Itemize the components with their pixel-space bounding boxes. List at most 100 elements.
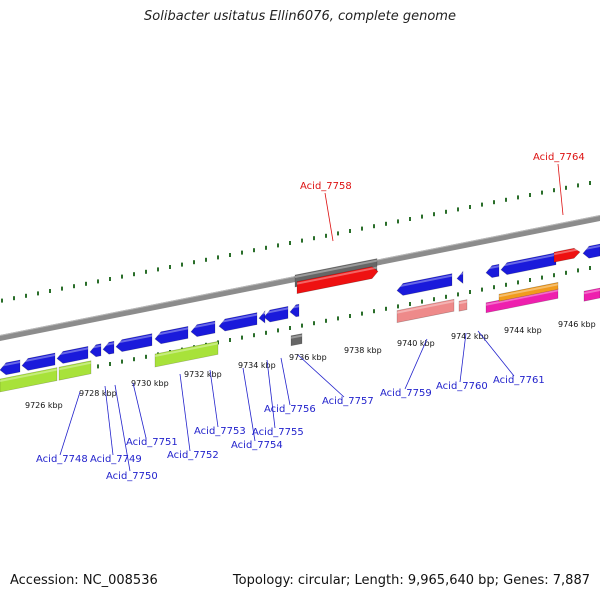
tick-label: 9746 kbp bbox=[558, 320, 596, 329]
gene-leader-line bbox=[59, 391, 81, 456]
cds-arrow-lower bbox=[89, 343, 102, 358]
tick-mark-upper bbox=[529, 193, 531, 197]
feature-block-salmon bbox=[396, 298, 455, 323]
tick-label: 9726 kbp bbox=[25, 401, 63, 410]
genome-summary-label: Topology: circular; Length: 9,965,640 bp… bbox=[232, 573, 590, 588]
tick-mark-lower bbox=[397, 304, 399, 309]
gene-label-lower: Acid_7748 bbox=[36, 454, 88, 465]
gene-leader-line bbox=[266, 359, 276, 429]
tick-mark-upper bbox=[541, 190, 543, 195]
feature-block-magenta-gloss bbox=[584, 289, 600, 295]
cds-arrow-lower bbox=[582, 243, 600, 259]
tick-mark-lower bbox=[241, 335, 243, 340]
tick-mark-upper bbox=[241, 250, 243, 255]
cds-arrow-lower bbox=[396, 273, 453, 296]
tick-mark-upper bbox=[61, 286, 63, 291]
feature-block-orange-gloss bbox=[499, 283, 558, 298]
cds-arrow-lower-gloss bbox=[116, 334, 152, 344]
gene-label-lower: Acid_7761 bbox=[493, 375, 545, 386]
feature-block-magenta-gloss bbox=[486, 289, 558, 306]
gene-label-lower: Acid_7753 bbox=[194, 426, 246, 437]
cds-arrow-lower-gloss bbox=[259, 312, 265, 316]
tick-mark-lower bbox=[529, 278, 531, 282]
accession-label: Accession: NC_008536 bbox=[10, 573, 158, 588]
tick-mark-upper bbox=[85, 281, 87, 286]
tick-mark-upper bbox=[253, 248, 255, 253]
tick-mark-upper bbox=[493, 200, 495, 205]
highlight-gene-red-gloss bbox=[297, 266, 378, 285]
cds-arrow-lower bbox=[21, 352, 56, 371]
tick-mark-upper bbox=[457, 207, 459, 212]
tick-mark-upper bbox=[13, 296, 15, 301]
tick-mark-upper bbox=[193, 260, 195, 265]
tick-label: 9732 kbp bbox=[184, 370, 222, 379]
cds-arrow-lower-gloss bbox=[583, 245, 600, 251]
tick-label: 9744 kbp bbox=[504, 326, 542, 335]
tick-mark-lower bbox=[445, 294, 447, 299]
tick-mark-upper bbox=[97, 279, 99, 284]
tick-mark-upper bbox=[229, 253, 231, 257]
cds-arrow-lower-gloss bbox=[103, 342, 114, 347]
tick-mark-upper bbox=[445, 209, 447, 214]
cds-arrow-lower bbox=[289, 303, 300, 318]
gene-label-lower: Acid_7750 bbox=[106, 471, 158, 482]
gene-leader-line bbox=[404, 338, 428, 390]
tick-mark-upper bbox=[553, 188, 555, 193]
cds-arrow-lower-gloss bbox=[219, 313, 257, 324]
gene-label-upper: Acid_7758 bbox=[300, 181, 352, 192]
tick-mark-upper bbox=[589, 181, 591, 185]
highlight-gene-red bbox=[296, 266, 379, 294]
tick-mark-upper bbox=[301, 238, 303, 243]
cds-arrow-lower-gloss bbox=[22, 354, 55, 363]
tick-mark-upper bbox=[385, 221, 387, 226]
highlight-block-gray-gloss bbox=[295, 259, 377, 278]
tick-mark-lower bbox=[289, 326, 291, 330]
tick-mark-lower bbox=[97, 364, 99, 369]
tick-mark-upper bbox=[325, 233, 327, 238]
tick-mark-upper bbox=[217, 255, 219, 260]
cds-arrow-lower-gloss bbox=[457, 272, 463, 276]
feature-block-salmon bbox=[458, 299, 468, 312]
tick-mark-lower bbox=[469, 290, 471, 294]
feature-block-salmon-gloss bbox=[397, 300, 454, 314]
tick-mark-lower bbox=[133, 357, 135, 362]
cds-arrow-lower-gloss bbox=[264, 307, 288, 315]
tick-mark-upper bbox=[37, 291, 39, 296]
map-title: Solibacter usitatus Ellin6076, complete … bbox=[144, 9, 456, 24]
tick-mark-lower bbox=[109, 362, 111, 366]
gene-label-lower: Acid_7756 bbox=[264, 404, 316, 415]
cds-arrow-lower-gloss bbox=[155, 327, 188, 336]
cds-arrow-lower bbox=[190, 320, 216, 337]
tick-mark-upper bbox=[349, 229, 351, 233]
tick-mark-upper bbox=[277, 243, 279, 248]
gene-leader-line bbox=[209, 369, 219, 428]
tick-mark-upper bbox=[73, 284, 75, 289]
tick-mark-lower bbox=[553, 273, 555, 278]
cds-arrow-lower bbox=[0, 359, 21, 376]
gene-label-lower: Acid_7759 bbox=[380, 388, 432, 399]
highlight-gene-red-gloss bbox=[554, 248, 580, 256]
gene-label-lower: Acid_7754 bbox=[231, 440, 283, 451]
tick-label: 9730 kbp bbox=[131, 379, 169, 388]
tick-mark-upper bbox=[289, 241, 291, 245]
tick-mark-upper bbox=[505, 197, 507, 202]
tick-mark-upper bbox=[181, 262, 183, 267]
tick-mark-upper bbox=[205, 257, 207, 262]
tick-label: 9742 kbp bbox=[451, 332, 489, 341]
gene-leader-line bbox=[242, 367, 256, 442]
tick-mark-lower bbox=[337, 316, 339, 321]
gene-leader-line bbox=[132, 382, 147, 439]
tick-mark-upper bbox=[109, 277, 111, 281]
tick-mark-lower bbox=[433, 297, 435, 302]
gene-label-lower: Acid_7755 bbox=[252, 427, 304, 438]
gene-leader-line bbox=[297, 354, 345, 398]
cds-arrow-lower bbox=[102, 340, 115, 355]
gene-label-lower: Acid_7749 bbox=[90, 454, 142, 465]
tick-mark-lower bbox=[457, 292, 459, 297]
cds-arrow-lower bbox=[263, 306, 289, 323]
cds-arrow-lower-gloss bbox=[57, 347, 88, 356]
tick-mark-upper bbox=[361, 226, 363, 231]
cds-arrow-lower-gloss bbox=[486, 265, 499, 270]
